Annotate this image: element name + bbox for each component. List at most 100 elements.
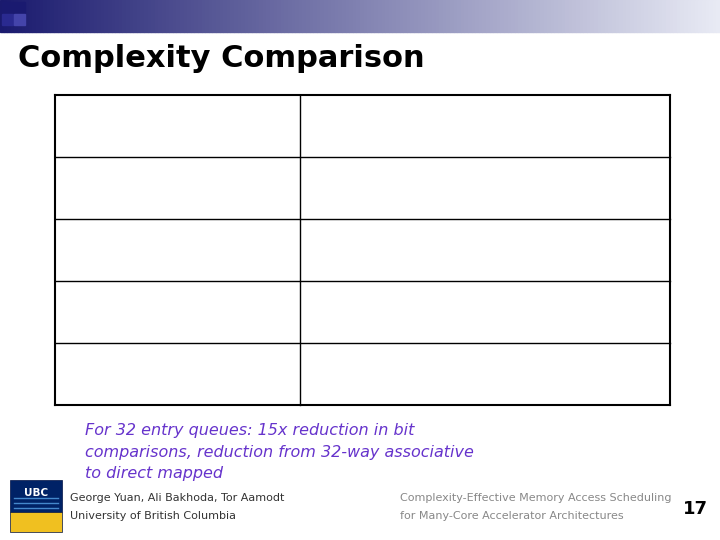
Bar [40, 0, 43, 32]
Bar [590, 0, 594, 32]
Bar [569, 0, 572, 32]
Bar [644, 0, 648, 32]
Bar [158, 0, 162, 32]
Bar [97, 0, 101, 32]
Bar [392, 0, 396, 32]
Bar [55, 95, 670, 405]
Bar [295, 0, 299, 32]
Bar [133, 0, 137, 32]
Bar [299, 0, 302, 32]
Text: BFIFO+RMHG (XBAR): BFIFO+RMHG (XBAR) [65, 305, 228, 320]
Bar [616, 0, 619, 32]
Bar [475, 0, 479, 32]
Bar [662, 0, 666, 32]
Bar [166, 0, 169, 32]
Bar [331, 0, 335, 32]
Bar [580, 0, 583, 32]
Bar [443, 0, 446, 32]
Bar [234, 0, 238, 32]
Bar [302, 0, 306, 32]
Bar [511, 0, 515, 32]
Bar [670, 0, 673, 32]
Bar [439, 0, 443, 32]
Bar [623, 0, 626, 32]
Bar [504, 0, 508, 32]
Bar [371, 0, 374, 32]
Bar [659, 0, 662, 32]
Bar [367, 0, 371, 32]
Bar [227, 0, 230, 32]
Bar [634, 0, 637, 32]
Text: 608 bits stored, 320 bits compared: 608 bits stored, 320 bits compared [310, 305, 579, 320]
Bar [25, 0, 29, 32]
Bar [547, 0, 551, 32]
Bar [389, 0, 392, 32]
Bar [22, 0, 25, 32]
Bar [500, 0, 504, 32]
Bar [126, 0, 130, 32]
Bar [252, 0, 256, 32]
Text: 320 bits stored, 320 bits compared: 320 bits stored, 320 bits compared [310, 367, 579, 381]
Bar [407, 0, 410, 32]
Bar [360, 0, 364, 32]
Bar [382, 0, 385, 32]
Bar [274, 0, 277, 32]
Bar [202, 0, 205, 32]
Bar [317, 0, 320, 32]
Bar [4, 0, 7, 32]
Text: For 32 entry queues: 15x reduction in bit
comparisons, reduction from 32-way ass: For 32 entry queues: 15x reduction in bi… [85, 423, 474, 481]
Bar [605, 0, 608, 32]
Bar [270, 0, 274, 32]
Bar [79, 0, 83, 32]
Bar [565, 0, 569, 32]
Bar [457, 0, 461, 32]
Bar [648, 0, 652, 32]
Bar [310, 0, 313, 32]
Bar [130, 0, 133, 32]
Bar [403, 0, 407, 32]
Bar [101, 0, 104, 32]
Bar [461, 0, 464, 32]
Bar [212, 0, 216, 32]
Bar [14, 0, 18, 32]
Bar [112, 0, 115, 32]
Bar [490, 0, 493, 32]
Bar [342, 0, 346, 32]
Bar [680, 0, 684, 32]
Text: University of British Columbia: University of British Columbia [70, 511, 236, 522]
Bar [518, 0, 522, 32]
Bar [148, 0, 151, 32]
Bar [641, 0, 644, 32]
Bar [446, 0, 450, 32]
Bar [612, 0, 616, 32]
Bar [288, 0, 292, 32]
Bar [691, 0, 695, 32]
Bar [32, 0, 36, 32]
Bar [61, 0, 65, 32]
Bar [2, 14, 13, 25]
Bar [90, 0, 94, 32]
Bar [263, 0, 266, 32]
Bar [191, 0, 194, 32]
Text: 17: 17 [683, 500, 708, 518]
Bar [230, 0, 234, 32]
Bar [497, 0, 500, 32]
Bar [43, 0, 47, 32]
Bar [176, 0, 180, 32]
Bar [140, 0, 144, 32]
Bar [122, 0, 126, 32]
Bar [353, 0, 356, 32]
Bar [418, 0, 421, 32]
Bar [598, 0, 601, 32]
Text: for Many-Core Accelerator Architectures: for Many-Core Accelerator Architectures [400, 511, 624, 522]
Bar [601, 0, 605, 32]
Bar [306, 0, 310, 32]
Text: George Yuan, Ali Bakhoda, Tor Aamodt: George Yuan, Ali Bakhoda, Tor Aamodt [70, 493, 284, 503]
Bar [86, 0, 90, 32]
Bar [684, 0, 688, 32]
Text: 224 bits stored and compared: 224 bits stored and compared [310, 242, 568, 258]
Bar [220, 0, 223, 32]
Text: UBC: UBC [24, 488, 48, 498]
Bar [198, 0, 202, 32]
Bar [338, 0, 342, 32]
